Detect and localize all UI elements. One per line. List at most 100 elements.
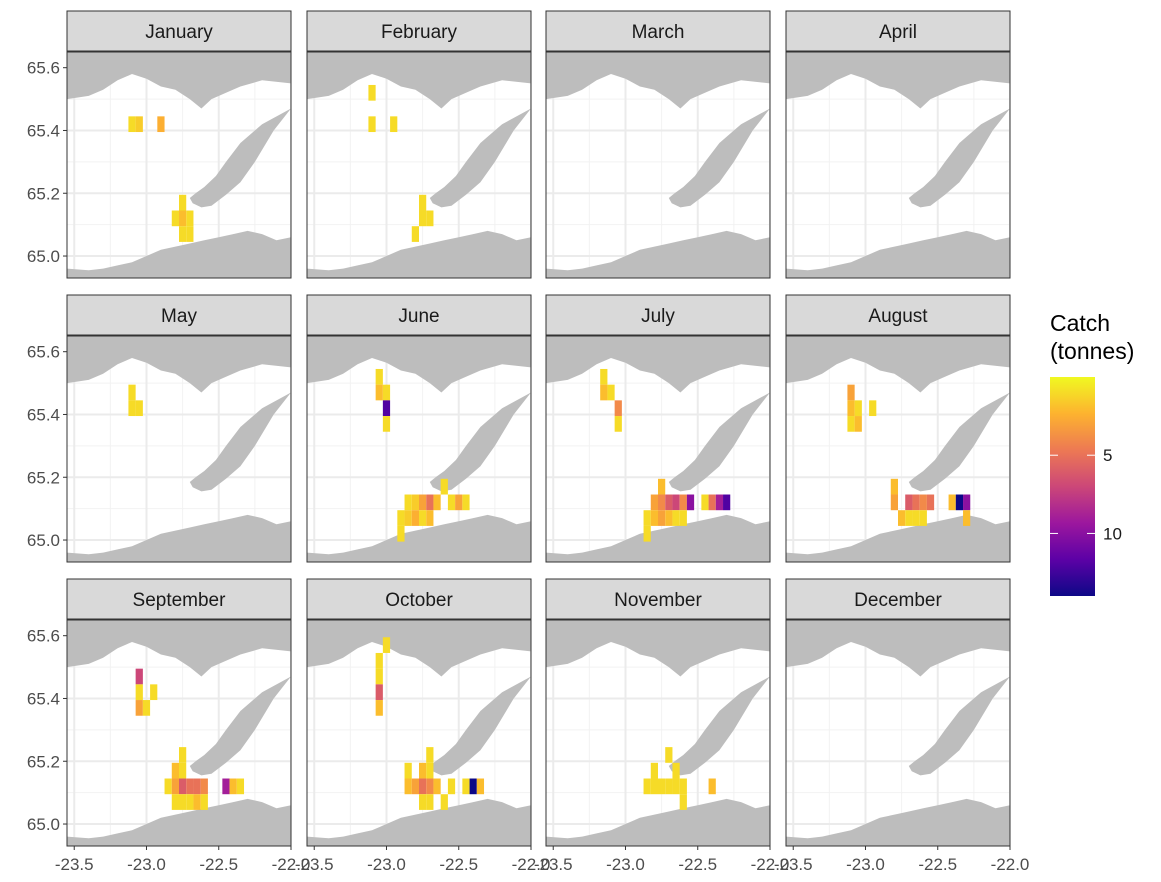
land-shape	[546, 620, 770, 677]
heat-cell	[462, 778, 470, 795]
heat-cell	[658, 778, 666, 795]
heat-cell	[426, 794, 434, 810]
heat-cell	[963, 510, 971, 526]
x-tick-label: -23.0	[127, 855, 166, 874]
y-tick-label: 65.2	[27, 752, 60, 771]
heat-cell	[222, 778, 230, 795]
panel-content	[307, 52, 531, 278]
heat-cell	[948, 494, 956, 511]
land-shape	[786, 514, 1010, 562]
land-shape	[429, 676, 531, 776]
heat-cell	[462, 494, 470, 511]
panel-border	[785, 51, 1011, 279]
heat-cell	[912, 494, 920, 511]
panel-november: November -23.5 -23.0 -22.5 -22.0	[534, 578, 790, 874]
heat-cell	[382, 400, 391, 417]
heat-cell	[157, 116, 165, 133]
panel-content	[67, 336, 291, 562]
x-tick-label: -23.0	[367, 855, 406, 874]
heat-cell	[912, 510, 920, 526]
panel-content	[546, 52, 770, 278]
y-tick-label: 65.0	[27, 531, 60, 550]
land-shape	[786, 620, 1010, 677]
facet-strip-label: July	[641, 306, 675, 327]
heat-cell	[643, 525, 651, 542]
heat-cell	[701, 494, 709, 511]
panel-june: June	[306, 294, 532, 563]
land-shape	[908, 676, 1010, 776]
x-tick-label: -22.0	[751, 855, 790, 874]
heat-cell	[890, 494, 898, 511]
legend: Catch (tonnes) 5 10	[1050, 310, 1134, 596]
heat-cell	[382, 416, 391, 432]
panel-may: May 65.0 65.2 65.4 65.6	[27, 294, 292, 563]
heat-cell	[135, 400, 143, 417]
land-shape	[546, 230, 770, 278]
heat-cell	[963, 494, 971, 511]
panel-border	[66, 51, 292, 279]
heat-cell	[179, 210, 187, 227]
heat-cell	[650, 762, 658, 779]
land-shape	[546, 52, 770, 109]
facet-strip-label: December	[854, 590, 942, 611]
heat-cell	[658, 494, 666, 511]
land-shape	[307, 514, 531, 562]
heat-cell	[658, 510, 666, 526]
heat-cell	[672, 494, 680, 511]
heat-cell	[447, 778, 456, 795]
heat-cell	[905, 494, 913, 511]
facet-strip	[785, 578, 1011, 620]
heat-cell	[926, 494, 935, 511]
legend-break-label: 10	[1103, 524, 1122, 543]
heat-cell	[135, 668, 143, 685]
y-tick-label: 65.6	[27, 627, 60, 646]
heat-cell	[643, 778, 651, 795]
heat-cell	[672, 762, 680, 779]
heat-cell	[179, 194, 187, 211]
heat-cell	[847, 416, 855, 432]
heat-cell	[419, 510, 427, 526]
heat-cell	[890, 478, 898, 495]
heat-cell	[614, 416, 622, 432]
y-tick-label: 65.6	[27, 59, 60, 78]
panel-february: February	[306, 10, 532, 279]
heat-cell	[679, 494, 687, 511]
heat-cell	[433, 778, 441, 795]
panel-april: April	[785, 10, 1011, 279]
facet-strip-label: April	[879, 22, 917, 43]
y-tick-label: 65.4	[27, 121, 60, 140]
heat-cell	[679, 794, 687, 810]
heat-cell	[650, 494, 658, 511]
facet-strip-label: October	[385, 590, 453, 611]
heat-cell	[375, 668, 383, 685]
facet-strip	[66, 10, 292, 52]
y-tick-label: 65.2	[27, 184, 60, 203]
heat-cell	[186, 794, 194, 810]
heat-cell	[419, 778, 427, 795]
heat-cell	[723, 494, 731, 511]
heat-cell	[135, 684, 143, 701]
panel-border	[785, 619, 1011, 847]
panel-border	[545, 51, 771, 279]
heat-cell	[708, 778, 716, 795]
heat-cell	[869, 400, 877, 417]
heat-cell	[404, 762, 412, 779]
legend-title: Catch (tonnes)	[1050, 310, 1134, 364]
heat-cell	[679, 510, 687, 526]
panel-border	[306, 619, 532, 847]
heat-cell	[672, 778, 680, 795]
heat-cell	[128, 384, 136, 401]
heat-cell	[854, 416, 862, 432]
heat-cell	[715, 494, 724, 511]
land-shape	[908, 108, 1010, 208]
heat-cell	[411, 226, 419, 242]
heat-cell	[171, 794, 179, 810]
x-tick-label: -22.5	[678, 855, 717, 874]
heat-cell	[375, 384, 383, 401]
heat-cell	[179, 226, 187, 242]
land-shape	[786, 336, 1010, 393]
panel-content	[307, 336, 531, 562]
heat-cell	[433, 494, 441, 511]
heat-cell	[426, 210, 434, 227]
heat-cell	[919, 494, 927, 511]
